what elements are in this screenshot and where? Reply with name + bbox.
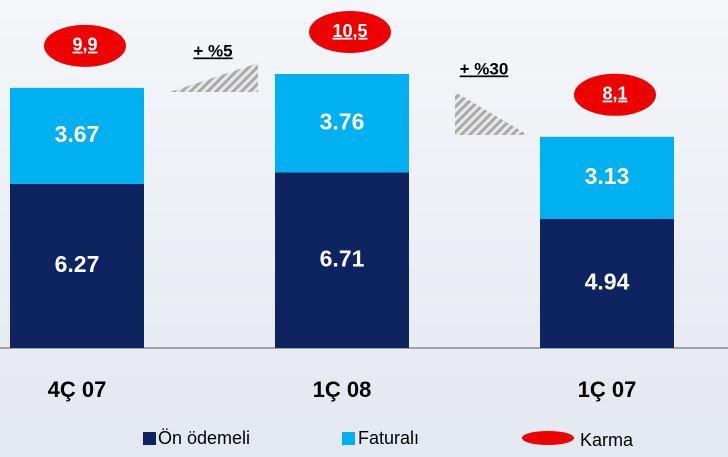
x-tick-label: 4Ç 07 — [48, 377, 107, 402]
hatch-arrow — [170, 63, 258, 92]
total-label: 10,5 — [332, 21, 367, 41]
x-tick-label: 1Ç 07 — [578, 377, 637, 402]
legend-swatch — [522, 431, 574, 445]
bar-segment — [275, 74, 409, 173]
data-label: 6.71 — [320, 245, 365, 271]
legend-label: Karma — [580, 430, 634, 450]
annotation: + %5 — [193, 41, 232, 60]
data-label: 4.94 — [585, 268, 630, 294]
data-label: 3.67 — [55, 121, 100, 147]
bar-segment — [275, 172, 409, 348]
legend-label: Faturalı — [358, 428, 419, 448]
hatch-arrow — [455, 92, 528, 135]
annotation: + %30 — [460, 59, 509, 78]
legend-swatch — [143, 432, 156, 445]
total-label: 9,9 — [72, 35, 97, 55]
legend-label: Ön ödemeli — [158, 428, 250, 448]
bar-segment — [540, 218, 674, 348]
total-bubble — [309, 11, 391, 53]
bar-segment — [540, 136, 674, 219]
bar-segment — [10, 183, 144, 348]
data-label: 6.27 — [55, 251, 100, 277]
total-label: 8,1 — [602, 84, 627, 104]
total-bubble — [574, 73, 656, 116]
data-label: 3.13 — [585, 163, 630, 189]
total-bubble — [44, 24, 126, 67]
x-tick-label: 1Ç 08 — [313, 377, 372, 402]
legend-swatch — [342, 432, 355, 445]
bar-segment — [10, 87, 144, 184]
data-label: 3.76 — [320, 108, 365, 134]
